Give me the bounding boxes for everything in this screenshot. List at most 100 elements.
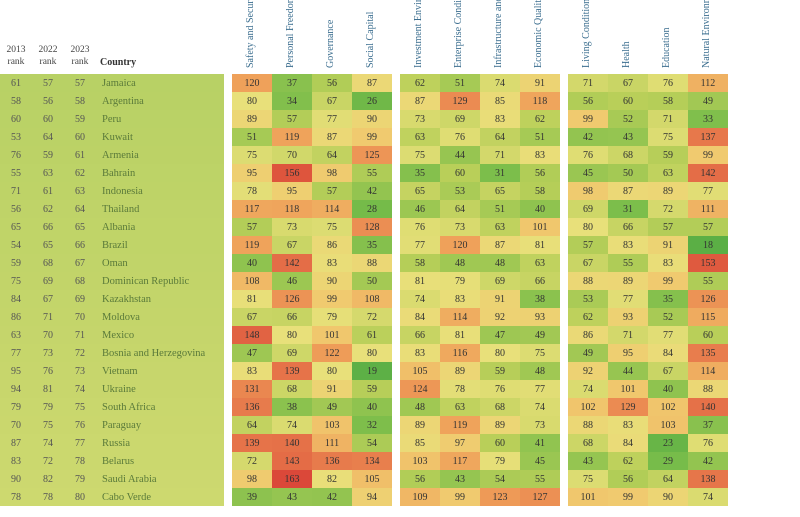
metric-cell: 91 xyxy=(480,290,520,308)
metric-cell: 126 xyxy=(272,290,312,308)
metric-cell: 122 xyxy=(312,344,352,362)
metric-cell: 56 xyxy=(400,470,440,488)
metric-cell: 72 xyxy=(648,200,688,218)
table-row: 837278Belarus721431361341031177945436229… xyxy=(0,452,800,470)
metric-cell: 142 xyxy=(688,164,728,182)
country-cell: Peru xyxy=(96,110,224,128)
metric-cell: 108 xyxy=(352,290,392,308)
metric-cell: 87 xyxy=(312,128,352,146)
metric-cell: 48 xyxy=(520,362,560,380)
metric-cell: 57 xyxy=(272,110,312,128)
rank-cell: 54 xyxy=(0,236,32,254)
rank-cell: 57 xyxy=(32,74,64,92)
table-row: 948174Ukraine131689159124787677741014088 xyxy=(0,380,800,398)
metric-cell: 40 xyxy=(648,380,688,398)
metric-cell: 19 xyxy=(352,362,392,380)
rank-cell: 58 xyxy=(0,92,32,110)
metric-cell: 99 xyxy=(312,290,352,308)
metric-cell: 83 xyxy=(520,146,560,164)
metric-cell: 87 xyxy=(400,92,440,110)
metric-cell: 111 xyxy=(312,434,352,452)
metric-cell: 119 xyxy=(440,416,480,434)
metric-cell: 63 xyxy=(400,128,440,146)
metric-cell: 51 xyxy=(520,128,560,146)
metric-cell: 75 xyxy=(400,146,440,164)
metric-cell: 54 xyxy=(352,434,392,452)
metric-cell: 26 xyxy=(352,92,392,110)
metric-cell: 90 xyxy=(352,110,392,128)
metric-cell: 59 xyxy=(352,380,392,398)
metric-cell: 140 xyxy=(272,434,312,452)
metric-cell: 156 xyxy=(272,164,312,182)
metric-cell: 99 xyxy=(440,488,480,506)
metric-cell: 99 xyxy=(648,272,688,290)
metric-cell: 83 xyxy=(608,236,648,254)
rank-header: 2022rank xyxy=(32,43,64,74)
metric-header: Investment Environment xyxy=(400,0,440,74)
metric-cell: 89 xyxy=(480,416,520,434)
table-body: 615757Jamaica120375687625174917167761125… xyxy=(0,74,800,506)
metric-cell: 43 xyxy=(608,128,648,146)
metric-cell: 91 xyxy=(648,236,688,254)
metric-cell: 62 xyxy=(400,74,440,92)
metric-cell: 78 xyxy=(440,380,480,398)
metric-cell: 31 xyxy=(480,164,520,182)
metric-cell: 52 xyxy=(608,110,648,128)
metric-cell: 86 xyxy=(312,236,352,254)
metric-cell: 135 xyxy=(688,344,728,362)
metric-cell: 76 xyxy=(440,128,480,146)
metric-cell: 56 xyxy=(312,74,352,92)
metric-cell: 56 xyxy=(608,470,648,488)
table-row: 877477Russia139140111548597604168842376 xyxy=(0,434,800,452)
rank-cell: 75 xyxy=(32,416,64,434)
rank-cell: 55 xyxy=(0,164,32,182)
rank-cell: 69 xyxy=(32,272,64,290)
table-row: 606059Peru895777907369836299527133 xyxy=(0,110,800,128)
rank-cell: 59 xyxy=(0,254,32,272)
metric-cell: 56 xyxy=(520,164,560,182)
metric-cell: 64 xyxy=(480,128,520,146)
country-cell: Mexico xyxy=(96,326,224,344)
rank-cell: 65 xyxy=(0,218,32,236)
table-row: 846769Kazakhstan811269910874839138537735… xyxy=(0,290,800,308)
metric-cell: 136 xyxy=(312,452,352,470)
table-row: 787880Cabo Verde394342941099912312710199… xyxy=(0,488,800,506)
metric-cell: 29 xyxy=(648,452,688,470)
metric-cell: 89 xyxy=(232,110,272,128)
metric-cell: 92 xyxy=(568,362,608,380)
metric-cell: 116 xyxy=(440,344,480,362)
table-row: 707576Paraguay64741033289119897388831033… xyxy=(0,416,800,434)
metric-cell: 68 xyxy=(272,380,312,398)
metric-cell: 76 xyxy=(648,74,688,92)
country-cell: Indonesia xyxy=(96,182,224,200)
metric-cell: 81 xyxy=(400,272,440,290)
metric-cell: 117 xyxy=(440,452,480,470)
metric-header: Personal Freedom xyxy=(272,0,312,74)
rank-cell: 75 xyxy=(0,272,32,290)
metric-cell: 55 xyxy=(352,164,392,182)
country-cell: South Africa xyxy=(96,398,224,416)
metric-cell: 49 xyxy=(312,398,352,416)
rank-cell: 67 xyxy=(32,290,64,308)
metric-cell: 91 xyxy=(312,380,352,398)
metric-cell: 136 xyxy=(232,398,272,416)
rank-cell: 77 xyxy=(64,434,96,452)
metric-cell: 51 xyxy=(232,128,272,146)
metric-header: Enterprise Conditions xyxy=(440,0,480,74)
metric-cell: 69 xyxy=(440,110,480,128)
metric-cell: 72 xyxy=(232,452,272,470)
metric-cell: 98 xyxy=(568,182,608,200)
metric-cell: 68 xyxy=(608,146,648,164)
metric-cell: 58 xyxy=(648,92,688,110)
metric-cell: 89 xyxy=(608,272,648,290)
metric-cell: 143 xyxy=(272,452,312,470)
metric-cell: 84 xyxy=(648,344,688,362)
table-row: 777372Bosnia and Herzegovina476912280831… xyxy=(0,344,800,362)
metric-cell: 63 xyxy=(648,164,688,182)
metric-cell: 75 xyxy=(568,470,608,488)
metric-cell: 98 xyxy=(232,470,272,488)
metric-cell: 59 xyxy=(648,146,688,164)
rank-cell: 60 xyxy=(32,110,64,128)
metric-cell: 83 xyxy=(312,254,352,272)
country-cell: Cabo Verde xyxy=(96,488,224,506)
